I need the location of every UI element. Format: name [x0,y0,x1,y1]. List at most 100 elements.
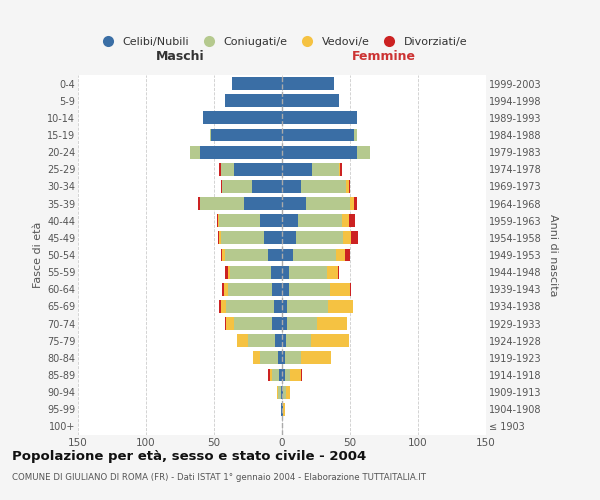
Bar [350,283,352,296]
Bar [221,300,226,313]
Bar [342,214,349,227]
Bar [349,214,355,227]
Bar [282,248,293,262]
Legend: Celibi/Nubili, Coniugati/e, Vedovi/e, Divorziati/e: Celibi/Nubili, Coniugati/e, Vedovi/e, Di… [97,38,467,48]
Bar [282,266,289,278]
Bar [282,386,283,398]
Bar [286,334,311,347]
Bar [200,197,244,210]
Bar [283,386,286,398]
Bar [340,163,342,175]
Bar [338,266,339,278]
Bar [344,248,350,262]
Bar [221,180,222,193]
Bar [327,266,338,278]
Bar [225,94,282,107]
Bar [244,197,282,210]
Bar [260,214,282,227]
Bar [282,112,357,124]
Bar [287,317,317,330]
Bar [282,232,296,244]
Bar [190,146,200,158]
Bar [220,232,221,244]
Y-axis label: Fasce di età: Fasce di età [32,222,43,288]
Bar [282,368,285,382]
Bar [307,197,350,210]
Bar [218,214,220,227]
Bar [197,197,200,210]
Bar [278,352,282,364]
Bar [232,77,282,90]
Bar [252,180,282,193]
Bar [226,300,274,313]
Bar [346,180,349,193]
Bar [235,163,282,175]
Y-axis label: Anni di nascita: Anni di nascita [548,214,558,296]
Text: Maschi: Maschi [155,50,205,63]
Bar [225,317,226,330]
Bar [221,232,265,244]
Bar [217,214,218,227]
Bar [289,283,329,296]
Bar [226,317,235,330]
Bar [260,352,278,364]
Bar [230,266,271,278]
Bar [279,368,282,382]
Bar [282,317,287,330]
Bar [296,232,343,244]
Bar [282,128,354,141]
Bar [281,403,282,415]
Bar [354,197,357,210]
Bar [282,180,301,193]
Bar [283,403,285,415]
Bar [227,283,272,296]
Bar [282,77,334,90]
Bar [265,232,282,244]
Bar [222,180,252,193]
Bar [282,403,283,415]
Bar [286,386,290,398]
Bar [227,266,230,278]
Bar [293,248,337,262]
Bar [220,300,221,313]
Bar [282,300,287,313]
Bar [349,180,350,193]
Bar [272,368,279,382]
Bar [352,232,358,244]
Bar [317,317,347,330]
Bar [282,214,298,227]
Bar [350,197,354,210]
Bar [285,368,290,382]
Bar [301,352,331,364]
Bar [248,334,275,347]
Bar [285,352,301,364]
Bar [203,112,282,124]
Bar [237,334,248,347]
Bar [225,266,227,278]
Bar [271,266,282,278]
Bar [343,232,352,244]
Bar [221,163,235,175]
Bar [272,317,282,330]
Bar [311,334,349,347]
Bar [220,214,260,227]
Bar [253,352,260,364]
Bar [268,368,270,382]
Bar [200,146,282,158]
Bar [354,128,357,141]
Bar [277,386,278,398]
Bar [289,266,327,278]
Bar [272,283,282,296]
Text: Femmine: Femmine [352,50,416,63]
Bar [220,163,221,175]
Bar [339,163,340,175]
Bar [282,146,357,158]
Bar [235,317,272,330]
Bar [222,283,224,296]
Bar [282,283,289,296]
Bar [275,334,282,347]
Bar [282,163,312,175]
Bar [282,334,286,347]
Bar [329,283,350,296]
Bar [218,232,220,244]
